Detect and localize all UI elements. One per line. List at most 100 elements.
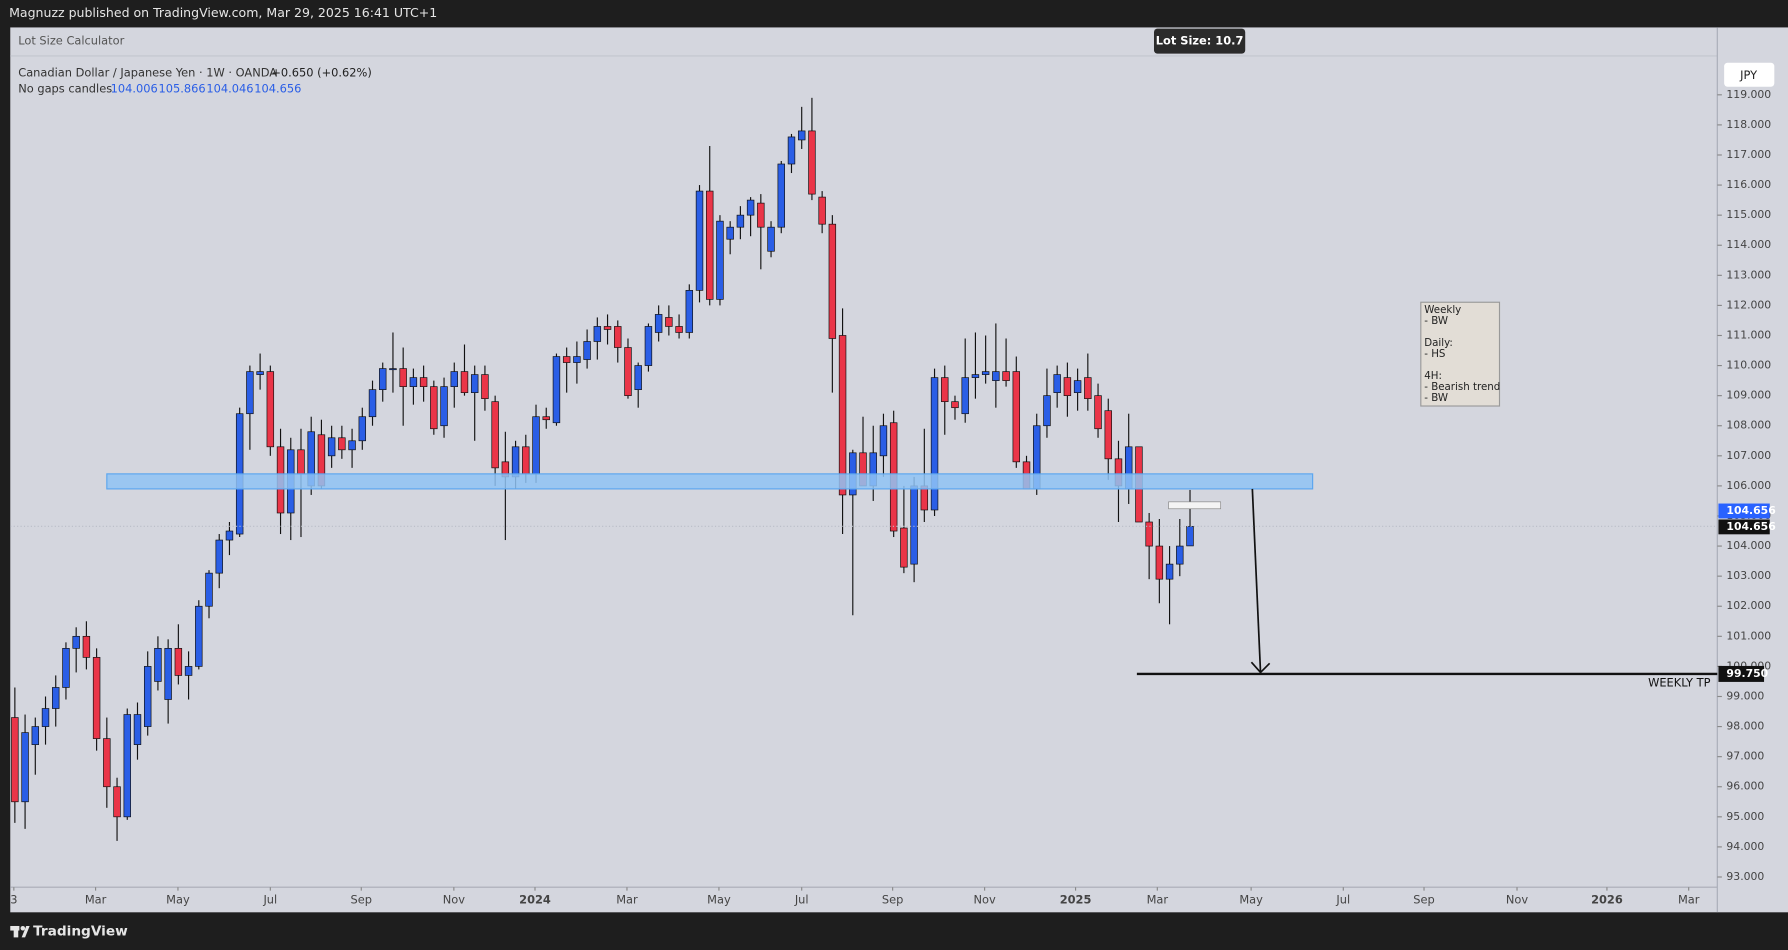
target-badge (1718, 665, 1765, 682)
arrow (1251, 488, 1262, 673)
candle-body (573, 356, 581, 363)
candle-body (614, 326, 622, 348)
candle-body (787, 136, 796, 165)
candle-body (634, 365, 642, 390)
y-tick-label: 103.000 (1726, 569, 1771, 582)
candle-body (808, 130, 816, 195)
candle-body (665, 317, 673, 327)
candle-body (72, 635, 80, 649)
candle-body (327, 437, 336, 457)
candle-body (379, 368, 387, 390)
lot-size: Lot Size: 10.7 (1156, 34, 1244, 48)
candle-body (470, 374, 479, 393)
note-box (1420, 301, 1501, 407)
candle-body (389, 368, 397, 371)
candle-body (961, 377, 969, 415)
candle-body (41, 708, 50, 727)
symbol-title: Canadian Dollar / Japanese Yen · 1W · OA… (18, 66, 277, 80)
candle-body (1053, 374, 1061, 393)
y-tick-label: 99.000 (1726, 689, 1764, 702)
y-tick-label: 104.000 (1726, 539, 1771, 552)
y-tick-label: 96.000 (1726, 780, 1764, 793)
note-line: - BW (1424, 392, 1448, 404)
x-tick-label: May (707, 892, 731, 906)
candle-body (92, 657, 101, 739)
arrow-head (1250, 661, 1271, 674)
candle-body (143, 666, 152, 727)
indicator-name[interactable]: Lot Size Calculator (18, 34, 124, 48)
note-line: 4H: (1424, 370, 1442, 382)
candle-body (797, 130, 806, 141)
y-tick-label: 94.000 (1726, 840, 1764, 853)
lot-size-badge (1153, 28, 1246, 54)
candle-body (1063, 377, 1072, 396)
candle-body (419, 377, 428, 387)
candle-body (675, 326, 683, 333)
currency[interactable]: JPY (1739, 68, 1757, 82)
legend-open: 104.006 (111, 82, 158, 96)
currency-button[interactable] (1724, 62, 1775, 87)
y-tick-label: 118.000 (1726, 118, 1771, 131)
candle-body (654, 314, 663, 333)
candle-body (746, 199, 755, 216)
candle-body (215, 539, 223, 574)
y-tick-label: 113.000 (1726, 268, 1771, 281)
brand: TradingView (33, 924, 128, 940)
x-tick-label: May (166, 892, 190, 906)
y-tick-label: 97.000 (1726, 750, 1764, 763)
candle-body (1104, 410, 1112, 460)
last-price-label: 104.656 (1726, 504, 1775, 517)
x-tick-label: Nov (1506, 892, 1528, 906)
candle-body (562, 356, 571, 363)
candle-body (338, 437, 346, 451)
candle-body (532, 416, 540, 475)
candle-body (757, 202, 765, 228)
candle-body (593, 326, 602, 342)
legend-high: 105.866 (159, 82, 206, 96)
candle-body (21, 732, 29, 803)
candle-body (1165, 563, 1174, 580)
candle-body (981, 371, 990, 375)
y-tick-label: 101.000 (1726, 629, 1771, 642)
change: +0.650 (+0.62%) (271, 66, 371, 80)
candle-body (368, 389, 377, 418)
candle-body (1084, 377, 1092, 400)
candle-body (174, 648, 183, 676)
candle-body (818, 196, 826, 225)
candle-body (297, 449, 305, 475)
y-tick-label: 95.000 (1726, 810, 1764, 823)
candle-body (225, 530, 234, 541)
candle-body (481, 374, 489, 400)
candle-body (992, 371, 1000, 381)
candle-body (900, 527, 908, 568)
x-tick-label: Sep (351, 892, 372, 906)
last-price-badge (1718, 503, 1770, 519)
candle-body (706, 190, 714, 300)
legend-low: 104.046 (206, 82, 253, 96)
candle-body (951, 401, 959, 409)
candle-body (348, 440, 356, 451)
candle-body (164, 648, 172, 700)
candle-body (205, 572, 213, 607)
candle-body (879, 425, 888, 457)
zone (106, 473, 1314, 490)
y-tick-label: 108.000 (1726, 419, 1771, 432)
candle-body (184, 666, 193, 676)
y-tick-label: 109.000 (1726, 389, 1771, 402)
candle-body (1155, 545, 1164, 580)
candle-body (1073, 380, 1082, 393)
candle-body (246, 371, 254, 415)
candle-body (552, 356, 561, 424)
candle-body (930, 377, 939, 511)
target-name: WEEKLY TP (1648, 676, 1710, 690)
y-tick-label: 106.000 (1726, 479, 1771, 492)
candle-body (838, 335, 847, 496)
candle-body (767, 226, 775, 252)
candle-body (399, 368, 407, 387)
close-badge (1718, 519, 1770, 535)
x-tick-label: Nov (974, 892, 996, 906)
x-tick-label: 2026 (1591, 892, 1623, 906)
x-tick-label: Nov (443, 892, 465, 906)
candle-body (1176, 545, 1184, 565)
